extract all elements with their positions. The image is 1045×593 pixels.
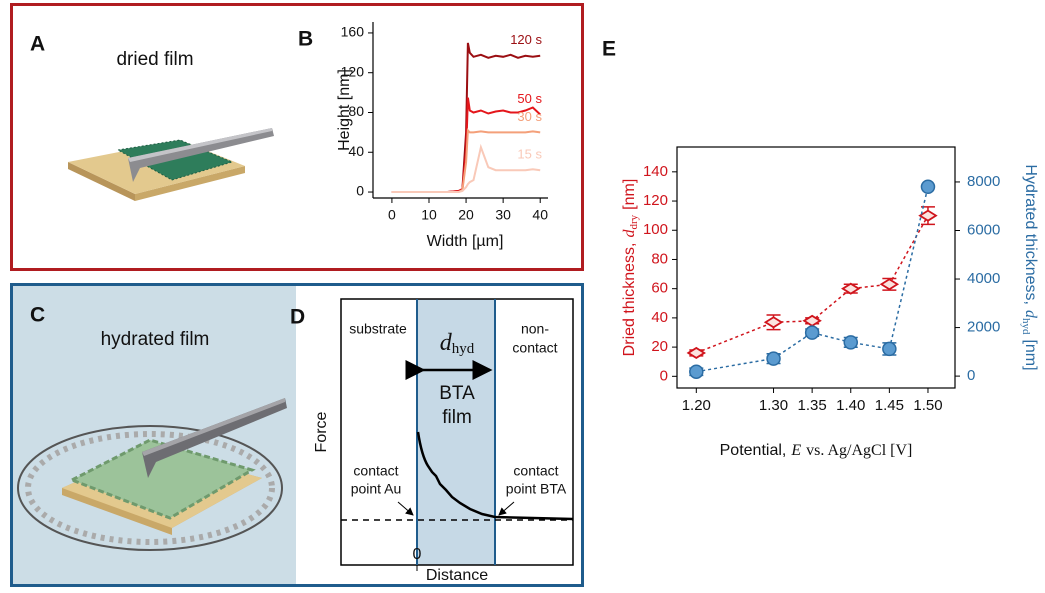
x-tick-label: 30	[495, 207, 511, 223]
point-label: contact	[353, 463, 398, 479]
x-tick-label: 0	[388, 207, 396, 223]
marker	[689, 364, 704, 379]
y2-tick-label: 0	[967, 367, 975, 384]
marker	[843, 335, 858, 350]
point-label: contact	[513, 463, 558, 479]
y-tick-label: 160	[341, 24, 365, 40]
y-axis-label: Height [nm]	[336, 69, 353, 151]
label-text: Hydrated thickness,	[1022, 164, 1039, 305]
y-axis-label: Force	[313, 411, 330, 452]
film-label: BTA	[439, 383, 475, 404]
y-tick-label: 100	[643, 221, 668, 238]
series-label: 50 s	[517, 91, 542, 106]
marker	[763, 316, 784, 329]
y2-tick-label: 2000	[967, 319, 1000, 336]
x-tick-label: 1.50	[913, 397, 942, 414]
x-tick-label: 1.35	[798, 397, 827, 414]
label-text: Potential,	[720, 442, 787, 459]
y2-tick-label: 6000	[967, 221, 1000, 238]
marker	[802, 314, 822, 327]
y-tick-label: 120	[643, 192, 668, 209]
point-label: point Au	[351, 481, 402, 497]
marker	[879, 278, 900, 291]
x-axis-label: Width [µm]	[427, 233, 504, 250]
y-tick-label: 80	[348, 103, 364, 119]
marker	[686, 346, 707, 360]
panel-title: hydrated film	[101, 329, 210, 350]
region-label: substrate	[349, 321, 407, 337]
plot-frame	[676, 146, 956, 389]
subscript: hyd	[452, 341, 475, 357]
label-symbol: d	[621, 228, 638, 237]
series-label: 15 s	[517, 147, 542, 162]
x-axis-label: Distance	[426, 567, 488, 584]
region-label: non-	[521, 321, 549, 337]
panel-frame-bottom	[10, 283, 584, 587]
x-tick-label: 1.30	[759, 397, 788, 414]
panel-label: A	[30, 33, 45, 56]
marker	[920, 179, 936, 195]
y-tick-label: 40	[651, 309, 668, 326]
label-symbol: d	[1022, 310, 1039, 319]
label-subscript: hyd	[1020, 318, 1032, 335]
x-tick-label: 20	[458, 207, 474, 223]
plot-frame	[340, 298, 574, 566]
label-symbol: E	[790, 442, 801, 459]
label-text: Dried thickness,	[621, 242, 638, 356]
y2-tick-label: 4000	[967, 270, 1000, 287]
y-tick-label: 20	[651, 338, 668, 355]
y-tick-label: 40	[348, 143, 364, 159]
series-label: 30 s	[517, 109, 542, 124]
series-line	[391, 143, 541, 193]
panel-label: C	[30, 304, 45, 327]
film-band	[417, 299, 495, 565]
pointer-arrow	[498, 501, 515, 516]
series-label: 120 s	[510, 32, 542, 47]
panel-frame-top	[10, 3, 584, 271]
marker	[766, 351, 781, 366]
label-subscript: dry	[628, 214, 640, 229]
region-label: contact	[512, 340, 557, 356]
x-tick-label: 40	[532, 207, 548, 223]
x-tick-label: 10	[421, 207, 437, 223]
label-rest: vs. Ag/AgCl [V]	[806, 442, 912, 459]
y-tick-label: 0	[660, 367, 668, 384]
label-unit: [nm]	[1022, 339, 1039, 370]
y-tick-label: 120	[341, 63, 365, 79]
panel-label: E	[602, 38, 616, 61]
force-curve	[416, 431, 574, 521]
series-line	[696, 186, 929, 373]
thickness-label: dhyd	[440, 330, 475, 358]
axis-label: Hydrated thickness, dhyd [nm]	[1020, 164, 1039, 370]
series-line	[696, 215, 929, 354]
dried-film-illustration	[68, 128, 274, 201]
y-tick-label: 0	[356, 183, 364, 199]
marker	[841, 282, 861, 295]
x-tick-label: 1.40	[836, 397, 865, 414]
marker	[882, 341, 897, 357]
panel-title: dried film	[116, 49, 193, 70]
film-label: film	[442, 407, 472, 428]
y2-tick-label: 8000	[967, 173, 1000, 190]
marker	[804, 325, 820, 340]
axis-label: Dried thickness, ddry [nm]	[621, 179, 640, 357]
marker	[918, 209, 938, 222]
y-tick-label: 140	[643, 163, 668, 180]
x-tick-label: 1.20	[682, 397, 711, 414]
symbol: d	[440, 330, 453, 356]
y-tick-label: 60	[651, 280, 668, 297]
label-unit: [nm]	[621, 179, 638, 210]
panel-label: D	[290, 306, 305, 329]
hydrated-film-illustration	[17, 398, 287, 551]
y-tick-label: 80	[651, 250, 668, 267]
charts: B 0 10 20 30 40 0 40 80 120 160 Width [µm] Height [n…	[298, 22, 1039, 459]
zero-label: 0	[413, 546, 422, 563]
pointer-arrow	[397, 501, 414, 516]
panel-label: B	[298, 28, 313, 51]
point-label: point BTA	[506, 481, 567, 497]
x-tick-label: 1.45	[875, 397, 904, 414]
